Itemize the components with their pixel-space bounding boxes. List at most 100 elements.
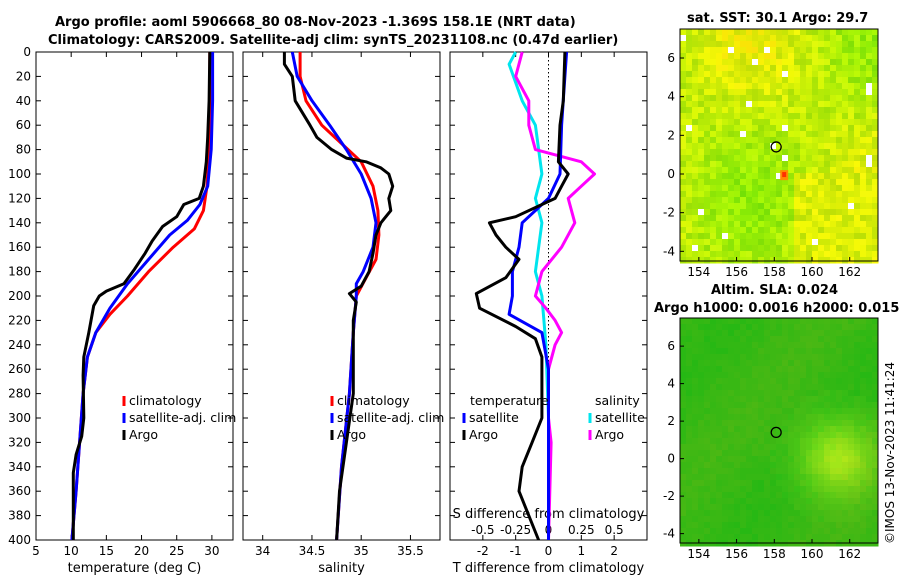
- sst-map-cell: [866, 107, 873, 114]
- sst-map-cell: [716, 173, 723, 180]
- sst-map-cell: [704, 107, 711, 114]
- sst-map-cell: [704, 251, 711, 258]
- sla-map-cell: [782, 450, 789, 457]
- sla-map-cell: [806, 336, 813, 343]
- sst-map-cell: [782, 221, 789, 228]
- sla-map-cell: [806, 456, 813, 463]
- diff-legend-header: temperature: [470, 393, 549, 408]
- sla-map-cell: [698, 336, 705, 343]
- sla-map-cell: [716, 390, 723, 397]
- sst-map-cell: [848, 179, 855, 186]
- sla-map-cell: [758, 486, 765, 493]
- sla-map-cell: [842, 342, 849, 349]
- sst-map-cell: [836, 227, 843, 234]
- sla-map-cell: [692, 378, 699, 385]
- sla-map-cell: [704, 360, 711, 367]
- sla-map-cell: [770, 450, 777, 457]
- sst-map-cell: [776, 113, 783, 120]
- sst-map-cell: [692, 203, 699, 210]
- sla-map-cell: [788, 414, 795, 421]
- sla-map-cell: [716, 456, 723, 463]
- sst-map-cell: [698, 131, 705, 138]
- sst-map-cell: [692, 215, 699, 222]
- sst-map-cell: [710, 179, 717, 186]
- sst-map-cell: [854, 179, 861, 186]
- sst-map-cell: [764, 191, 771, 198]
- sla-map-cell: [764, 480, 771, 487]
- sla-map-cell: [830, 528, 837, 535]
- sla-map-cell: [782, 378, 789, 385]
- sla-map-cell: [716, 402, 723, 409]
- sst-map-cell: [812, 71, 819, 78]
- sla-map-cell: [848, 444, 855, 451]
- sla-map-cell: [866, 348, 873, 355]
- sst-map-cell: [746, 89, 753, 96]
- sst-map-cell: [818, 149, 825, 156]
- sla-map-cell: [764, 354, 771, 361]
- sst-map-cell: [782, 143, 789, 150]
- sla-map-cell: [830, 396, 837, 403]
- sla-map-cell: [812, 462, 819, 469]
- sla-map-cell: [866, 396, 873, 403]
- sla-map-cell: [716, 378, 723, 385]
- sst-map-cell: [794, 125, 801, 132]
- sla-map-cell: [794, 486, 801, 493]
- sst-map-cell: [872, 41, 879, 48]
- sla-map-cell: [788, 480, 795, 487]
- sla-map-cell: [788, 384, 795, 391]
- sla-map-cell: [818, 414, 825, 421]
- diff-legend-header: salinity: [595, 393, 640, 408]
- sst-map-cell: [680, 119, 687, 126]
- sla-map-cell: [734, 450, 741, 457]
- sst-map-cell: [686, 29, 693, 36]
- sst-map-cell: [686, 233, 693, 240]
- sla-map-cell: [752, 504, 759, 511]
- sst-map-cell: [758, 197, 765, 204]
- sst-map-cell: [872, 35, 879, 42]
- sla-map-cell: [806, 528, 813, 535]
- sla-map-xtick-label: 162: [838, 547, 861, 561]
- sla-map-cell: [752, 360, 759, 367]
- sla-map-cell: [680, 468, 687, 475]
- sla-map-cell: [836, 486, 843, 493]
- sla-map-cell: [854, 450, 861, 457]
- sst-map-cell: [692, 77, 699, 84]
- sla-map-cell: [836, 372, 843, 379]
- sst-map-cell: [680, 35, 687, 42]
- sst-map-cell: [860, 89, 867, 96]
- sla-map-cell: [716, 318, 723, 325]
- sst-map-cell: [848, 89, 855, 96]
- sla-map-cell: [764, 402, 771, 409]
- sla-map-cell: [800, 330, 807, 337]
- sst-map-cell: [740, 257, 747, 264]
- sst-map-cell: [830, 221, 837, 228]
- sst-map-cell: [854, 77, 861, 84]
- sla-map-cell: [680, 444, 687, 451]
- sst-map-cell: [758, 251, 765, 258]
- sst-map-cell: [818, 113, 825, 120]
- sst-map-cell: [716, 95, 723, 102]
- sst-map-cell: [842, 29, 849, 36]
- sst-map-cell: [842, 161, 849, 168]
- sla-map-cell: [686, 480, 693, 487]
- sst-map-cell: [716, 155, 723, 162]
- sst-map-cell: [776, 245, 783, 252]
- sla-map-cell: [794, 318, 801, 325]
- sla-map-cell: [758, 342, 765, 349]
- sla-map-cell: [758, 420, 765, 427]
- sst-map-cell: [758, 119, 765, 126]
- sst-map-cell: [860, 29, 867, 36]
- sst-map-cell: [764, 179, 771, 186]
- sst-map-cell: [710, 197, 717, 204]
- sla-map-cell: [776, 498, 783, 505]
- sla-map-cell: [698, 510, 705, 517]
- sla-map-cell: [860, 372, 867, 379]
- sst-map-cell: [818, 101, 825, 108]
- sla-map-cell: [818, 528, 825, 535]
- sst-map-cell: [830, 239, 837, 246]
- sla-map-cell: [746, 414, 753, 421]
- sst-map-cell: [872, 251, 879, 258]
- sla-map-cell: [686, 414, 693, 421]
- sst-map-cell: [692, 47, 699, 54]
- sst-map-cell: [830, 137, 837, 144]
